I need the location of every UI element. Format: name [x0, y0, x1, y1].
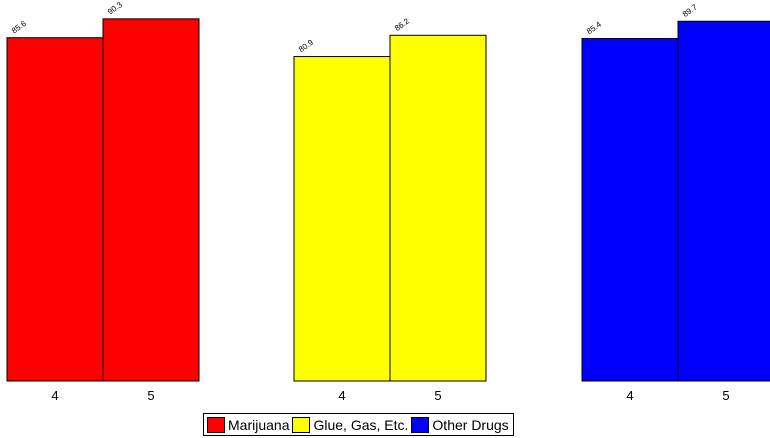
x-tick-label-glue-gas-etc-4: 4 — [338, 388, 345, 403]
data-label-other-drugs-5: 89.7 — [681, 2, 699, 19]
legend-label-marijuana: Marijuana — [228, 416, 290, 433]
data-label-glue-gas-etc-5: 86.2 — [393, 16, 411, 33]
x-tick-label-other-drugs-4: 4 — [626, 388, 633, 403]
data-label-glue-gas-etc-4: 80.9 — [297, 38, 315, 55]
legend-label-glue-gas-etc: Glue, Gas, Etc. — [313, 416, 409, 433]
bar-marijuana-5 — [102, 18, 200, 382]
legend-label-other-drugs: Other Drugs — [432, 416, 509, 433]
bar-group-glue-gas-etc: 80.9 4 86.2 5 — [293, 16, 487, 403]
data-label-marijuana-5: 90.3 — [106, 0, 124, 16]
bar-marijuana-4 — [6, 37, 104, 382]
legend-item-marijuana: Marijuana — [207, 416, 290, 433]
bar-other-drugs-5 — [677, 20, 770, 382]
legend-swatch-marijuana — [207, 416, 225, 433]
bar-chart: 85.6 4 90.3 5 80.9 4 86.2 5 85.4 4 89.7 5 — [6, 0, 770, 403]
legend-item-other-drugs: Other Drugs — [411, 416, 509, 433]
bar-other-drugs-4 — [581, 38, 679, 382]
bar-glue-gas-etc-5 — [389, 34, 487, 382]
legend: Marijuana Glue, Gas, Etc. Other Drugs — [203, 413, 514, 436]
legend-swatch-other-drugs — [411, 416, 430, 433]
bar-glue-gas-etc-4 — [293, 56, 391, 382]
x-tick-label-glue-gas-etc-5: 5 — [434, 388, 441, 403]
bar-group-other-drugs: 85.4 4 89.7 5 — [581, 2, 770, 403]
bar-group-marijuana: 85.6 4 90.3 5 — [6, 0, 200, 403]
x-tick-label-other-drugs-5: 5 — [722, 388, 729, 403]
legend-item-glue-gas-etc: Glue, Gas, Etc. — [292, 416, 409, 433]
legend-swatch-glue-gas-etc — [292, 416, 311, 433]
x-tick-label-marijuana-5: 5 — [147, 388, 154, 403]
data-label-other-drugs-4: 85.4 — [585, 20, 603, 37]
x-tick-label-marijuana-4: 4 — [51, 388, 58, 403]
data-label-marijuana-4: 85.6 — [10, 19, 28, 36]
